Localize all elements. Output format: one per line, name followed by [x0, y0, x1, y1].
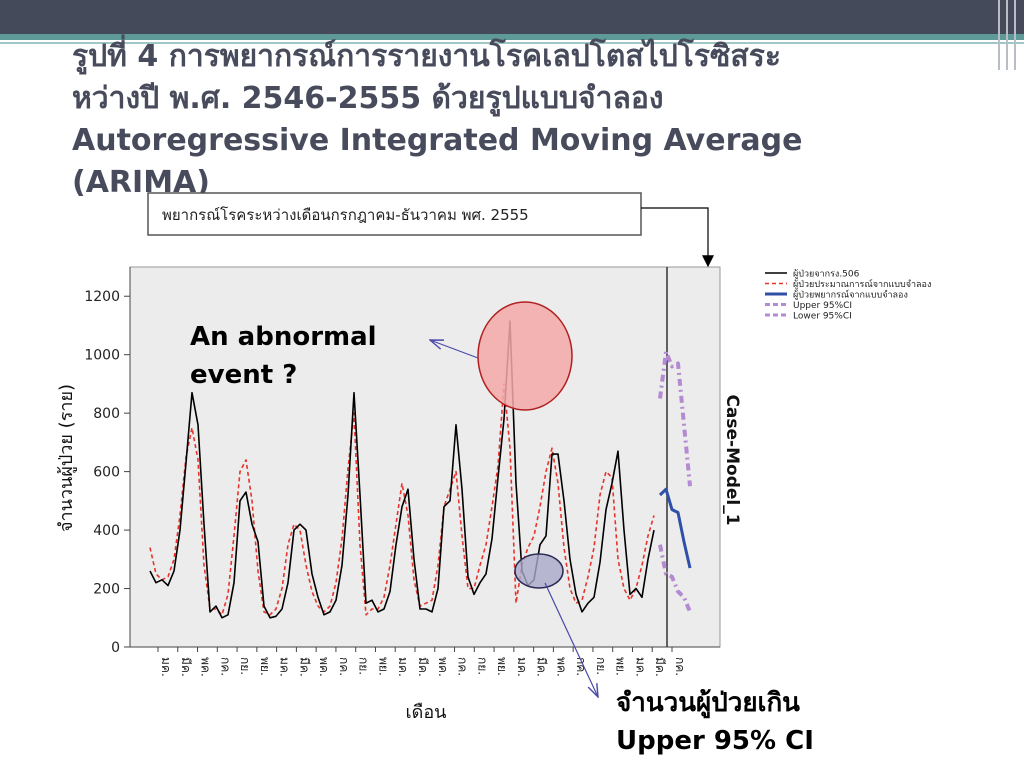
model-label: Case-Model_1	[722, 394, 742, 525]
x-tick-label: มีค.	[535, 657, 549, 677]
y-tick-label: 0	[111, 640, 120, 656]
x-tick-label: มค.	[515, 657, 529, 677]
x-tick-label: มค.	[278, 657, 292, 677]
slide-accent-line	[0, 34, 1024, 40]
y-tick-label: 1200	[84, 289, 120, 305]
title-line-1: รูปที่ 4 การพยากรณ์การรายงานโรคเลปโตสไปโ…	[72, 39, 781, 74]
y-tick-label: 600	[93, 465, 120, 481]
x-tick-label: กค.	[574, 657, 588, 676]
exceed-ci-highlight	[514, 553, 564, 589]
forecast-arrow	[641, 207, 714, 268]
y-tick-label: 200	[93, 582, 120, 598]
x-tick-label: กย.	[238, 657, 252, 675]
legend-label: Lower 95%CI	[793, 312, 852, 322]
x-tick-label: กย.	[475, 657, 489, 675]
x-tick-label: มีค.	[297, 657, 311, 677]
slide-accent-line-thin	[0, 42, 1024, 44]
slide-corner-stripes	[994, 0, 1024, 70]
x-tick-label: มค.	[159, 657, 173, 677]
slide-top-bar	[0, 0, 1024, 34]
exceed-callout-arrow	[544, 582, 598, 697]
legend-label: ผู้ป่วยพยากรณ์จากแบบจำลอง	[793, 289, 908, 301]
y-tick-label: 400	[93, 523, 120, 539]
exceed-ci-line-2: Upper 95% CI	[616, 726, 814, 756]
x-tick-label: พย.	[376, 657, 390, 676]
legend-label: ผู้ป่วยประมาณการณ์จากแบบจำลอง	[793, 278, 931, 290]
x-tick-label: กย.	[594, 657, 608, 675]
x-tick-label: มีค.	[416, 657, 430, 677]
x-tick-label: มค.	[396, 657, 410, 677]
abnormal-event-callout: An abnormal event ?	[190, 322, 377, 390]
y-axis-label: จำนวนผู้ป่วย (ราย)	[56, 384, 77, 532]
title-line-2: หว่างปี พ.ศ. 2546-2555 ด้วยรูปแบบจำลอง	[72, 81, 664, 116]
x-tick-label: พย.	[495, 657, 509, 676]
series-line-2	[658, 487, 692, 569]
x-tick-label: พค.	[199, 657, 213, 677]
series-line-3	[658, 349, 692, 487]
x-tick-label: มีค.	[653, 657, 667, 677]
y-tick-label: 800	[93, 406, 120, 422]
title-line-3: Autoregressive Integrated Moving Average	[72, 123, 803, 158]
legend-label: Upper 95%CI	[793, 301, 852, 311]
exceed-ci-callout: จำนวนผู้ป่วยเกิน Upper 95% CI	[616, 684, 916, 760]
x-tick-label: พค.	[554, 657, 568, 677]
x-tick-label: พย.	[258, 657, 272, 676]
x-tick-label: มค.	[633, 657, 647, 677]
x-tick-label: พค.	[317, 657, 331, 677]
exceed-ci-line-1: จำนวนผู้ป่วยเกิน	[616, 688, 800, 718]
abnormal-callout-arrow	[430, 340, 479, 359]
series-line-0	[149, 320, 655, 619]
series-line-1	[149, 383, 655, 616]
x-tick-label: กค.	[673, 657, 687, 676]
x-tick-label: พค.	[436, 657, 450, 677]
y-tick-label: 1000	[84, 348, 120, 364]
slide-title: รูปที่ 4 การพยากรณ์การรายงานโรคเลปโตสไปโ…	[72, 36, 1002, 204]
abnormal-event-highlight	[477, 301, 573, 411]
forecast-period-label: พยากรณ์โรคระหว่างเดือนกรกฎาคม-ธันวาคม พศ…	[162, 206, 529, 224]
x-tick-label: กย.	[357, 657, 371, 675]
legend-label: ผู้ป่วยจากรง.506	[793, 269, 860, 280]
x-tick-label: กค.	[337, 657, 351, 676]
forecast-period-box	[147, 192, 642, 236]
x-tick-label: กค.	[218, 657, 232, 676]
x-tick-label: มีค.	[179, 657, 193, 677]
x-tick-label: พย.	[614, 657, 628, 676]
series-line-4	[658, 544, 692, 613]
x-axis-label: เดือน	[406, 702, 447, 723]
forecast-chart: 0 200 400 600 800 1000 1200 มค. มีค. พค. กค. กย. พย.…	[56, 192, 931, 723]
x-tick-label: กค.	[456, 657, 470, 676]
